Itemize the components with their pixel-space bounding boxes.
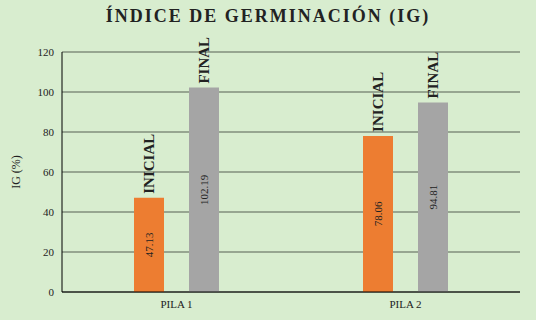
svg-text:47.13: 47.13 (143, 232, 155, 257)
svg-text:INICIAL: INICIAL (141, 134, 157, 194)
svg-text:40: 40 (43, 206, 55, 218)
svg-text:IG (%): IG (%) (9, 155, 23, 189)
svg-text:120: 120 (38, 46, 55, 58)
svg-text:100: 100 (38, 86, 55, 98)
svg-text:INICIAL: INICIAL (370, 72, 386, 132)
svg-text:80: 80 (43, 126, 55, 138)
svg-text:60: 60 (43, 166, 55, 178)
svg-text:20: 20 (43, 246, 55, 258)
html-text:ÍNDICE DE GERMINACIÓN (IG): ÍNDICE DE GERMINACIÓN (IG) (105, 6, 431, 26)
svg-text:0: 0 (49, 286, 55, 298)
svg-text:PILA 1: PILA 1 (160, 298, 192, 310)
svg-text:FINAL: FINAL (425, 52, 441, 99)
svg-text:78.06: 78.06 (372, 201, 384, 226)
svg-text:FINAL: FINAL (196, 37, 212, 84)
svg-text:PILA 2: PILA 2 (389, 298, 421, 310)
svg-text:94.81: 94.81 (427, 185, 439, 210)
svg-text:102.19: 102.19 (198, 174, 210, 205)
